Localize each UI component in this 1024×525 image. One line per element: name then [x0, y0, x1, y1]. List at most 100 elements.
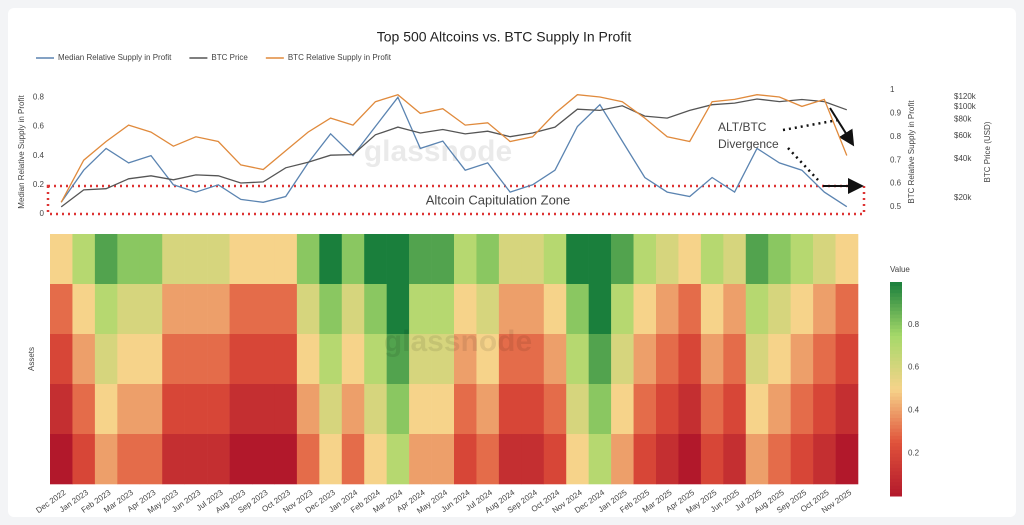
y3-tick-label: $40k: [954, 154, 972, 163]
heat-cell: [521, 384, 545, 435]
heat-cell: [296, 434, 320, 485]
heat-cell: [296, 284, 320, 335]
colorbar-segment: [890, 449, 902, 454]
heat-cell: [139, 384, 163, 435]
heat-cell: [723, 434, 747, 485]
heat-cell: [139, 284, 163, 335]
legend-label: BTC Price: [211, 53, 248, 62]
heat-cell: [768, 284, 791, 335]
heat-cell: [498, 434, 522, 485]
heat-cell: [229, 334, 253, 385]
heat-cell: [50, 284, 73, 335]
heat-cell: [341, 284, 365, 335]
heat-cell: [386, 234, 410, 285]
colorbar-segment: [890, 471, 902, 476]
colorbar-segment: [890, 485, 902, 490]
heat-cell: [476, 334, 500, 385]
heat-cell: [835, 234, 859, 285]
y2-tick-label: 0.7: [890, 155, 902, 164]
heat-cell: [431, 234, 455, 285]
heat-cell: [72, 284, 96, 335]
heat-cell: [319, 234, 343, 285]
heat-cell: [409, 434, 432, 485]
heat-cell: [543, 434, 567, 485]
series-line: [60, 96, 848, 208]
heat-cell: [543, 284, 567, 335]
colorbar-segment: [890, 364, 902, 369]
heat-cell: [813, 384, 836, 435]
arrow: [829, 107, 855, 147]
y2-axis-title: BTC Relative Supply in Profit: [907, 100, 916, 204]
heat-cell: [633, 234, 657, 285]
heat-cell: [386, 384, 410, 435]
heat-cell: [835, 284, 859, 335]
heat-cell: [498, 284, 522, 335]
heat-cell: [745, 434, 769, 485]
series-line: [60, 98, 848, 208]
heat-cell: [162, 284, 185, 335]
colorbar-segment: [890, 396, 902, 401]
heat-cell: [409, 284, 432, 335]
heat-cell: [678, 234, 702, 285]
heat-cell: [72, 334, 96, 385]
y2-tick-label: 0.6: [890, 179, 902, 188]
heat-cell: [184, 434, 208, 485]
heat-cell: [700, 434, 724, 485]
heat-cell: [431, 334, 455, 385]
colorbar-segment: [890, 442, 902, 447]
heat-cell: [207, 384, 230, 435]
colorbar-segment: [890, 481, 902, 486]
colorbar-segment: [890, 282, 902, 287]
colorbar-segment: [890, 360, 902, 365]
heat-cell: [94, 334, 118, 385]
heat-cell: [745, 384, 769, 435]
heat-cell: [745, 284, 769, 335]
heat-cell: [790, 334, 814, 385]
colorbar-segment: [890, 410, 902, 415]
heat-cell: [94, 284, 118, 335]
heat-cell: [184, 234, 208, 285]
heat-cell: [364, 384, 387, 435]
colorbar-segment: [890, 324, 902, 329]
heat-cell: [252, 384, 275, 435]
heat-cell: [341, 384, 365, 435]
colorbar-segment: [890, 335, 902, 340]
heat-cell: [566, 384, 589, 435]
heat-cell: [790, 434, 814, 485]
colorbar-segment: [890, 406, 902, 411]
heat-cell: [386, 434, 410, 485]
heat-cell: [633, 384, 657, 435]
colorbar-segment: [890, 474, 902, 479]
colorbar-segment: [890, 467, 902, 472]
colorbar-segment: [890, 456, 902, 461]
heat-cell: [50, 234, 73, 285]
colorbar-segment: [890, 289, 902, 294]
heat-cell: [94, 384, 118, 435]
heat-cell: [409, 234, 432, 285]
colorbar-segment: [890, 399, 902, 404]
colorbar-segment: [890, 321, 902, 326]
y3-tick-label: $120k: [954, 92, 977, 101]
heat-cell: [117, 334, 141, 385]
legend-label: BTC Relative Supply in Profit: [288, 53, 392, 62]
heat-cell: [139, 234, 163, 285]
colorbar-segment: [890, 431, 902, 436]
heat-cell: [319, 434, 343, 485]
colorbar-segment: [890, 303, 902, 308]
colorbar-segment: [890, 389, 902, 394]
heat-cell: [117, 434, 141, 485]
heat-cell: [319, 284, 343, 335]
heat-cell: [633, 334, 657, 385]
heat-cell: [274, 384, 298, 435]
heat-cell: [700, 384, 724, 435]
colorbar-tick-label: 0.2: [908, 448, 920, 457]
heat-cell: [50, 384, 73, 435]
heat-cell: [566, 434, 589, 485]
heat-cell: [229, 384, 253, 435]
heat-cell: [768, 384, 791, 435]
colorbar-segment: [890, 381, 902, 386]
colorbar-segment: [890, 424, 902, 429]
heat-cell: [588, 334, 612, 385]
heat-cell: [72, 384, 96, 435]
heat-cell: [768, 334, 791, 385]
